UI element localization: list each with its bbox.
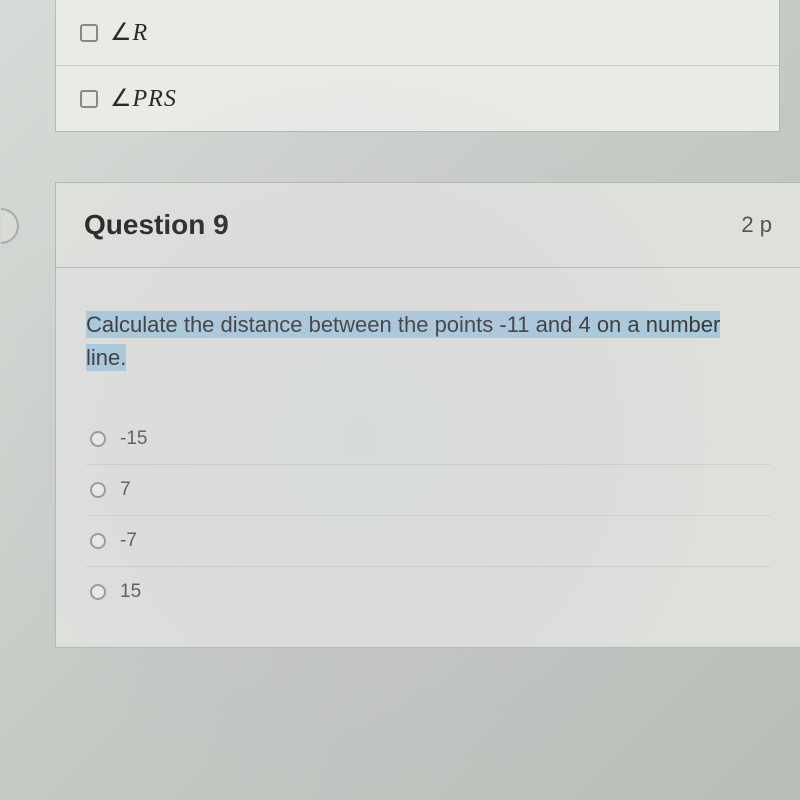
panel-gap xyxy=(0,132,800,182)
question-panel: Question 9 2 p Calculate the distance be… xyxy=(55,182,800,648)
radio-option[interactable]: -15 xyxy=(86,414,770,465)
radio-label: 15 xyxy=(120,581,141,603)
highlighted-text: Calculate the distance between the point… xyxy=(86,311,720,338)
checkbox-option[interactable]: ∠PRS xyxy=(56,65,779,131)
radio-option[interactable]: -7 xyxy=(86,516,770,567)
question-body: Calculate the distance between the point… xyxy=(56,268,800,647)
radio-icon xyxy=(90,533,106,549)
question-prompt: Calculate the distance between the point… xyxy=(86,308,770,374)
checkbox-label: ∠PRS xyxy=(110,84,177,113)
question-number: Question 9 xyxy=(84,209,229,241)
radio-label: -7 xyxy=(120,530,137,552)
question-indicator-icon xyxy=(1,208,19,244)
checkbox-label: ∠R xyxy=(110,18,148,47)
question-points: 2 p xyxy=(741,212,772,238)
radio-icon xyxy=(90,584,106,600)
radio-option[interactable]: 7 xyxy=(86,465,770,516)
highlighted-text: line. xyxy=(86,344,126,371)
radio-option[interactable]: 15 xyxy=(86,567,770,617)
checkbox-option[interactable]: ∠R xyxy=(56,0,779,65)
previous-question-panel: ∠R ∠PRS xyxy=(55,0,780,132)
radio-icon xyxy=(90,431,106,447)
checkbox-icon xyxy=(80,24,98,42)
checkbox-icon xyxy=(80,90,98,108)
radio-label: -15 xyxy=(120,428,147,450)
question-header: Question 9 2 p xyxy=(56,183,800,268)
radio-label: 7 xyxy=(120,479,131,501)
radio-icon xyxy=(90,482,106,498)
